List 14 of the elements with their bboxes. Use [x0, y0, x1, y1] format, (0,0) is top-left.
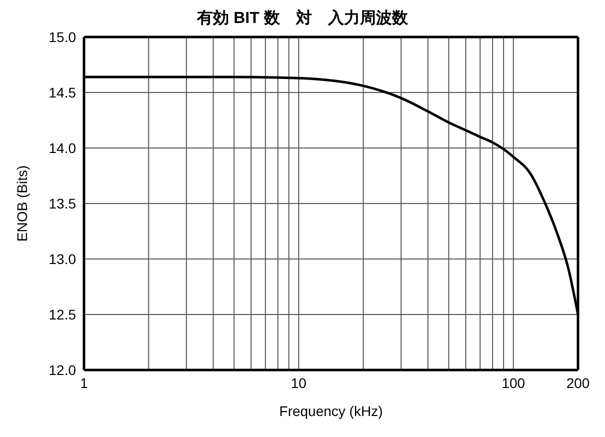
- x-tick-label: 200: [566, 374, 590, 391]
- y-tick-label: 15.0: [48, 28, 76, 45]
- chart-title: 有効 BIT 数 対 入力周波数: [196, 8, 409, 29]
- y-axis-title: ENOB (Bits): [14, 165, 30, 242]
- y-tick-label: 13.5: [48, 195, 76, 212]
- x-tick-label: 100: [502, 374, 526, 391]
- y-tick-label: 12.0: [48, 362, 76, 378]
- y-tick-label: 12.5: [48, 306, 76, 322]
- x-axis-title: Frequency (kHz): [279, 403, 383, 419]
- y-tick-label: 14.5: [48, 84, 76, 100]
- x-tick-label: 1: [80, 374, 88, 391]
- y-tick-label: 14.0: [48, 140, 76, 156]
- y-tick-label: 13.0: [48, 250, 76, 267]
- x-tick-label: 10: [290, 374, 307, 391]
